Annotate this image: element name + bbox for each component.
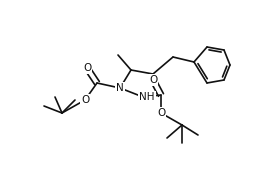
- Text: O: O: [157, 108, 165, 118]
- Text: O: O: [81, 95, 89, 105]
- Text: O: O: [149, 75, 157, 85]
- Text: N: N: [116, 83, 124, 93]
- Text: NH: NH: [139, 92, 155, 102]
- Text: O: O: [83, 63, 91, 73]
